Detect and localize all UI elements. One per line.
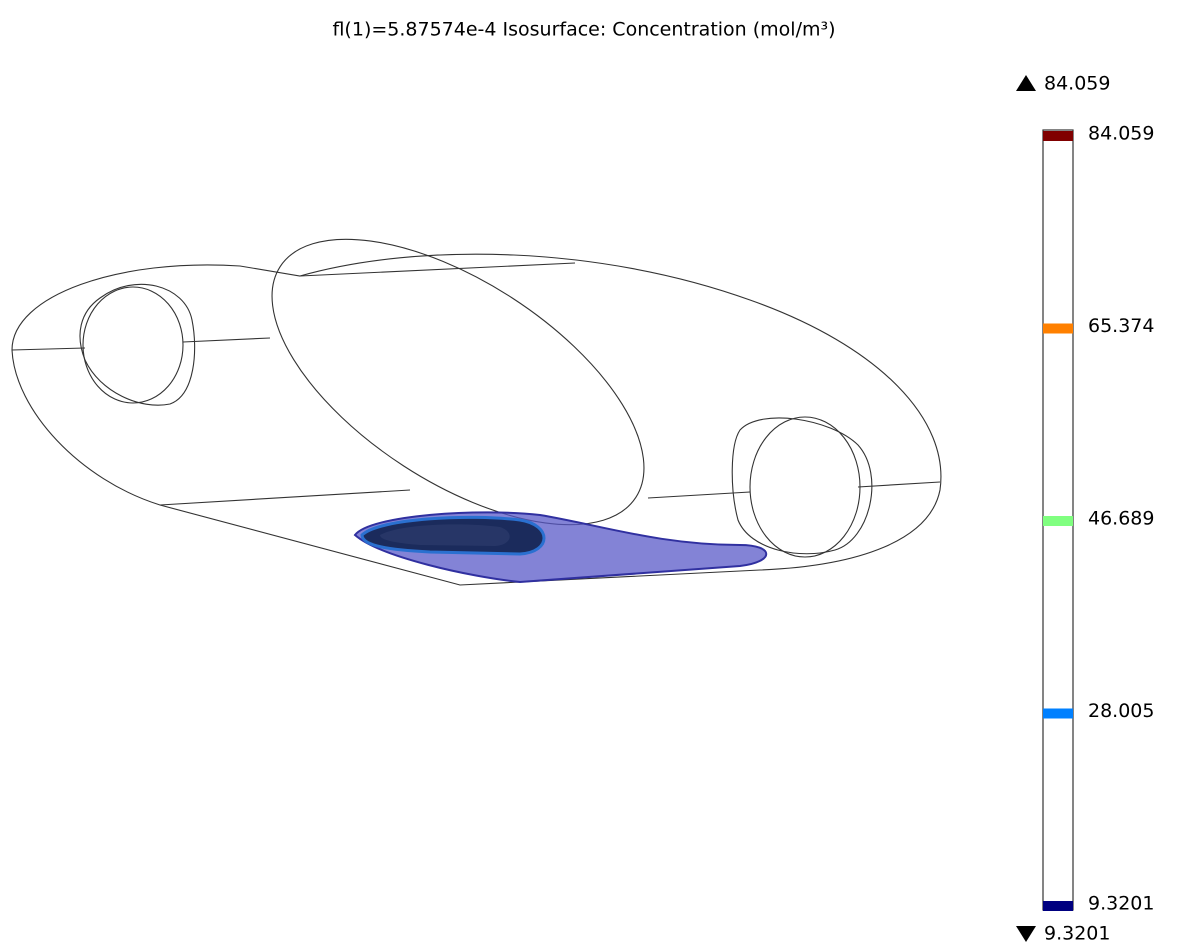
legend-level: [1043, 901, 1073, 911]
legend-level-label: 9.3201: [1088, 893, 1154, 915]
legend-level: [1043, 708, 1073, 718]
plot: fl(1)=5.87574e-4 Isosurface: Concentrati…: [0, 0, 1185, 947]
legend-level-label: 46.689: [1088, 508, 1154, 530]
plot-title: fl(1)=5.87574e-4 Isosurface: Concentrati…: [332, 19, 835, 41]
legend-level-label: 84.059: [1088, 123, 1154, 145]
max-marker: [1016, 75, 1036, 91]
legend-level: [1043, 516, 1073, 526]
legend-level: [1043, 131, 1073, 141]
max-label: 84.059: [1044, 73, 1110, 95]
min-marker: [1016, 926, 1036, 942]
legend-level-label: 65.374: [1088, 315, 1154, 337]
min-label: 9.3201: [1044, 923, 1110, 945]
legend-level-label: 28.005: [1088, 700, 1154, 722]
legend-level: [1043, 324, 1073, 334]
isosurface: [355, 512, 766, 582]
